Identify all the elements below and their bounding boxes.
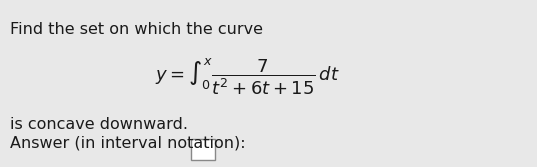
Text: is concave downward.: is concave downward.	[10, 117, 187, 132]
Text: Find the set on which the curve: Find the set on which the curve	[10, 22, 263, 37]
FancyBboxPatch shape	[191, 139, 215, 160]
Text: Answer (in interval notation):: Answer (in interval notation):	[10, 135, 245, 150]
Text: $y = \int_0^x \dfrac{7}{t^2 + 6t + 15}\, dt$: $y = \int_0^x \dfrac{7}{t^2 + 6t + 15}\,…	[155, 57, 339, 97]
